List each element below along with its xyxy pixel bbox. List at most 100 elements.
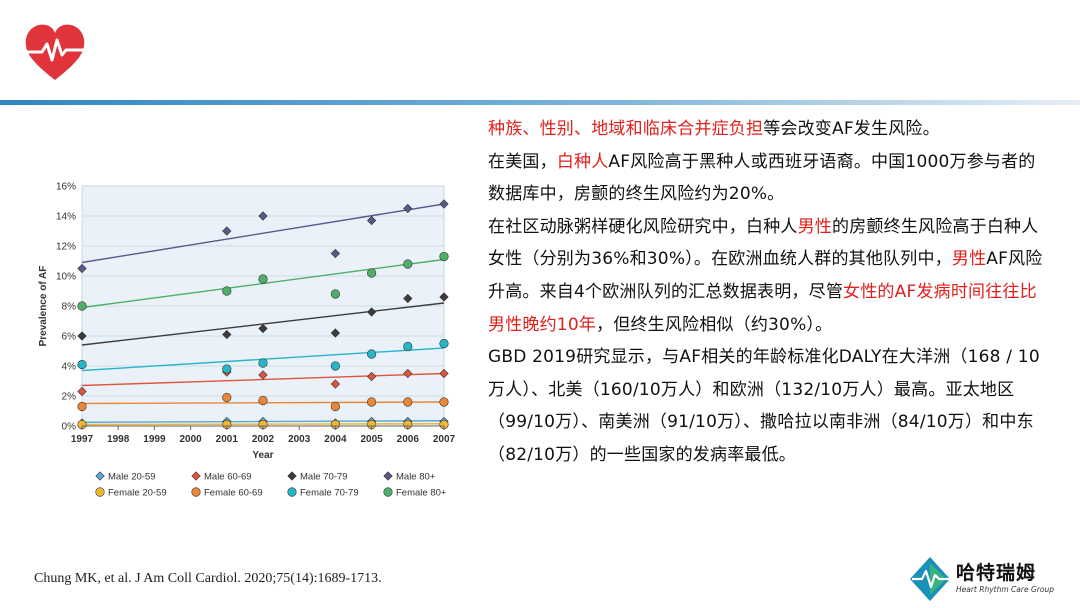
paragraph-race-region: 在美国，白种人AF风险高于黑种人或西班牙语裔。中国1000万参与者的数据库中，房… xyxy=(488,146,1048,211)
y-tick-label: 6% xyxy=(62,332,77,343)
af-prevalence-chart: 0% 2% 4% 6% 8% 10% 12% 14% 16% 1997 1998 1999 2000 2… xyxy=(38,182,455,499)
data-point xyxy=(77,263,87,274)
legend-marker xyxy=(383,487,393,497)
citation: Chung MK, et al. J Am Coll Cardiol. 2020… xyxy=(34,571,382,586)
x-tick-label: 2001 xyxy=(216,434,239,445)
trend-line xyxy=(81,203,445,264)
text-segment: GBD 2019研究显示，与AF相关的年龄标准化DALY在大洋洲（168 / 1… xyxy=(488,347,1040,465)
text-segment: 的房颤终生风险高于白种人女性（分别为36%和30%）。在欧洲血统人群的其他队列中… xyxy=(488,216,1039,270)
x-tick-label: 2004 xyxy=(324,434,347,445)
body-text: 种族、性别、地域和临床合并症负担等会改变AF发生风险。 在美国，白种人AF风险高… xyxy=(488,113,1048,472)
x-tick-label: 2007 xyxy=(433,434,455,445)
y-tick-label: 12% xyxy=(56,242,76,253)
text-segment: 在社区动脉粥样硬化风险研究中，白种人 xyxy=(488,216,798,237)
data-point xyxy=(367,397,377,407)
data-point xyxy=(439,292,449,302)
data-point xyxy=(222,364,232,374)
data-point xyxy=(330,248,341,259)
y-tick-label: 10% xyxy=(56,272,76,283)
legend-marker xyxy=(95,471,105,481)
highlighted-text: 男性 xyxy=(797,216,833,237)
data-point xyxy=(367,268,377,278)
x-tick-label: 1997 xyxy=(71,434,94,445)
data-point xyxy=(403,397,413,407)
data-point xyxy=(439,397,449,407)
data-point xyxy=(439,199,449,209)
x-tick-label: 2005 xyxy=(360,434,383,445)
paragraph-sex-differences: 在社区动脉粥样硬化风险研究中，白种人男性的房颤终生风险高于白种人女性（分别为36… xyxy=(488,211,1048,341)
y-tick-label: 8% xyxy=(62,302,77,313)
data-point xyxy=(439,251,449,262)
text-segment: AF风险升高。来自4个欧洲队列的汇总数据表明，尽管 xyxy=(488,249,1043,302)
data-point xyxy=(258,395,268,406)
data-point xyxy=(222,329,232,340)
data-point xyxy=(439,368,449,379)
y-tick-label: 14% xyxy=(56,212,76,223)
data-point xyxy=(330,361,341,371)
legend-label: Male 80+ xyxy=(396,472,436,483)
data-point xyxy=(77,331,87,341)
data-point xyxy=(330,379,341,389)
text-segment: AF风险高于黑种人或西班牙语裔。中国1000万参与者的数据库中，房颤的终生风险约… xyxy=(488,151,1036,205)
legend-label: Male 60-69 xyxy=(204,472,252,483)
data-point xyxy=(77,301,87,311)
data-point xyxy=(403,259,413,269)
data-point xyxy=(258,323,268,334)
paragraph-risk-factors: 种族、性别、地域和临床合并症负担等会改变AF发生风险。 xyxy=(488,113,1048,146)
x-tick-label: 2003 xyxy=(288,434,311,445)
legend-label: Male 20-59 xyxy=(108,472,156,483)
data-point xyxy=(330,328,341,338)
y-tick-label: 16% xyxy=(56,182,76,193)
legend-label: Female 20-59 xyxy=(108,488,167,499)
brand-name: 哈特瑞姆 xyxy=(956,562,1037,584)
legend-label: Female 70-79 xyxy=(300,488,359,499)
data-point xyxy=(258,358,268,368)
highlighted-text: 男性 xyxy=(951,249,987,270)
y-tick-label: 0% xyxy=(62,422,77,433)
text-segment: 在美国， xyxy=(488,151,557,172)
data-point xyxy=(222,226,232,236)
data-point xyxy=(403,203,413,214)
data-point xyxy=(77,386,87,397)
data-point xyxy=(366,371,377,382)
legend-marker xyxy=(287,487,297,497)
legend-marker xyxy=(191,487,201,497)
data-point xyxy=(77,359,87,370)
data-point xyxy=(258,274,268,284)
heart-pulse-icon xyxy=(24,24,86,80)
data-point xyxy=(403,293,413,304)
data-point xyxy=(77,401,87,412)
y-axis-label: Prevalence of AF xyxy=(38,266,49,347)
data-point xyxy=(366,307,377,317)
data-point xyxy=(222,392,232,403)
x-tick-label: 2006 xyxy=(397,434,420,445)
highlighted-text: 种族、性别、地域和临床合并症负担 xyxy=(488,119,764,139)
data-point xyxy=(403,341,413,352)
data-point xyxy=(330,401,341,412)
legend-label: Male 70-79 xyxy=(300,472,348,483)
data-point xyxy=(258,370,268,380)
header-divider xyxy=(0,100,1080,105)
data-point xyxy=(258,211,268,221)
paragraph-gbd-2019: GBD 2019研究显示，与AF相关的年龄标准化DALY在大洋洲（168 / 1… xyxy=(488,341,1048,471)
x-tick-label: 1999 xyxy=(143,434,166,445)
x-tick-label: 1998 xyxy=(107,434,130,445)
x-tick-label: 2000 xyxy=(179,434,202,445)
data-point xyxy=(439,338,449,349)
y-tick-label: 4% xyxy=(62,362,77,373)
data-point xyxy=(403,368,413,379)
y-tick-label: 2% xyxy=(62,392,77,403)
highlighted-text: 白种人 xyxy=(556,151,609,172)
x-axis-label: Year xyxy=(252,450,273,461)
legend-label: Female 80+ xyxy=(396,488,447,499)
brand-logo-icon xyxy=(910,557,950,601)
legend-marker xyxy=(95,487,105,497)
legend-marker xyxy=(191,471,201,481)
legend-marker xyxy=(383,471,393,481)
data-point xyxy=(366,215,377,226)
text-segment: ，但终生风险相似（约30%）。 xyxy=(596,314,833,335)
brand-subtitle: Heart Rhythm Care Group xyxy=(956,585,1054,594)
legend-label: Female 60-69 xyxy=(204,488,263,499)
data-point xyxy=(330,289,341,299)
